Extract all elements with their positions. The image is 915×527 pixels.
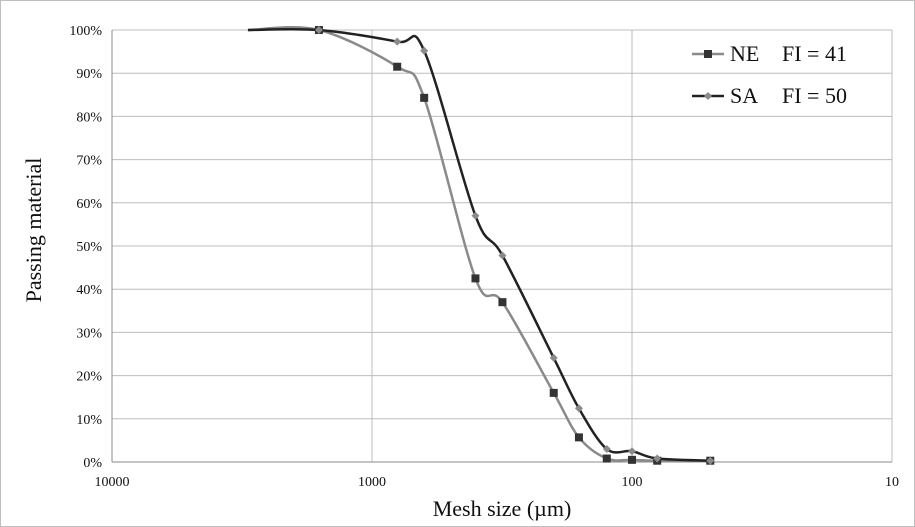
y-axis-title: Passing material — [21, 158, 46, 303]
gridlines — [112, 29, 893, 462]
series-layer — [247, 26, 715, 465]
data-point-sa — [549, 353, 558, 362]
y-tick-label: 50% — [76, 240, 102, 255]
x-tick-label: 1000 — [358, 475, 386, 490]
y-tick-label: 40% — [76, 283, 102, 298]
y-tick-label: 0% — [83, 456, 102, 471]
legend-annotation: FI = 50 — [782, 83, 847, 108]
data-point-sa — [420, 46, 429, 55]
data-point-sa — [628, 447, 636, 456]
data-point-sa — [314, 26, 323, 34]
x-tick-label: 100 — [622, 475, 643, 490]
data-point-ne — [420, 93, 429, 102]
y-tick-label: 60% — [76, 197, 102, 212]
x-axis-title: Mesh size (µm) — [433, 496, 572, 521]
data-point-sa — [602, 445, 611, 454]
y-tick-label: 30% — [76, 326, 102, 341]
x-tick-label: 10000 — [95, 475, 130, 490]
data-point-ne — [471, 274, 480, 283]
legend-swatch-marker — [704, 50, 712, 58]
data-point-sa — [393, 37, 402, 46]
data-point-ne — [549, 388, 558, 397]
data-point-ne — [393, 62, 402, 71]
data-point-ne — [628, 455, 636, 464]
data-point-ne — [574, 433, 583, 442]
legend-swatch-marker — [704, 92, 712, 100]
legend: NE FI = 41 SA FI = 50 — [692, 41, 847, 108]
y-tick-label: 70% — [76, 154, 102, 169]
y-tick-label: 100% — [69, 24, 102, 39]
legend-item-sa: SA FI = 50 — [692, 83, 847, 108]
y-tick-label: 10% — [76, 413, 102, 428]
data-point-sa — [498, 251, 507, 260]
data-point-sa — [574, 404, 583, 413]
y-tick-label: 20% — [76, 370, 102, 385]
data-point-ne — [602, 454, 611, 463]
y-tick-label: 80% — [76, 110, 102, 125]
x-tick-label: 10 — [885, 475, 899, 490]
legend-label: NE — [730, 41, 759, 66]
data-point-sa — [653, 454, 662, 463]
data-point-ne — [498, 298, 507, 307]
y-tick-label: 90% — [76, 67, 102, 82]
series-sa — [247, 26, 715, 465]
data-point-sa — [471, 211, 480, 220]
legend-item-ne: NE FI = 41 — [692, 41, 847, 66]
axes: 0% 10% 20% 30% 40% 50% 60% 70% 80% 90% 100% 10000 10… — [69, 24, 899, 490]
legend-annotation: FI = 41 — [782, 41, 847, 66]
data-point-sa — [706, 456, 715, 465]
legend-label: SA — [730, 83, 758, 108]
